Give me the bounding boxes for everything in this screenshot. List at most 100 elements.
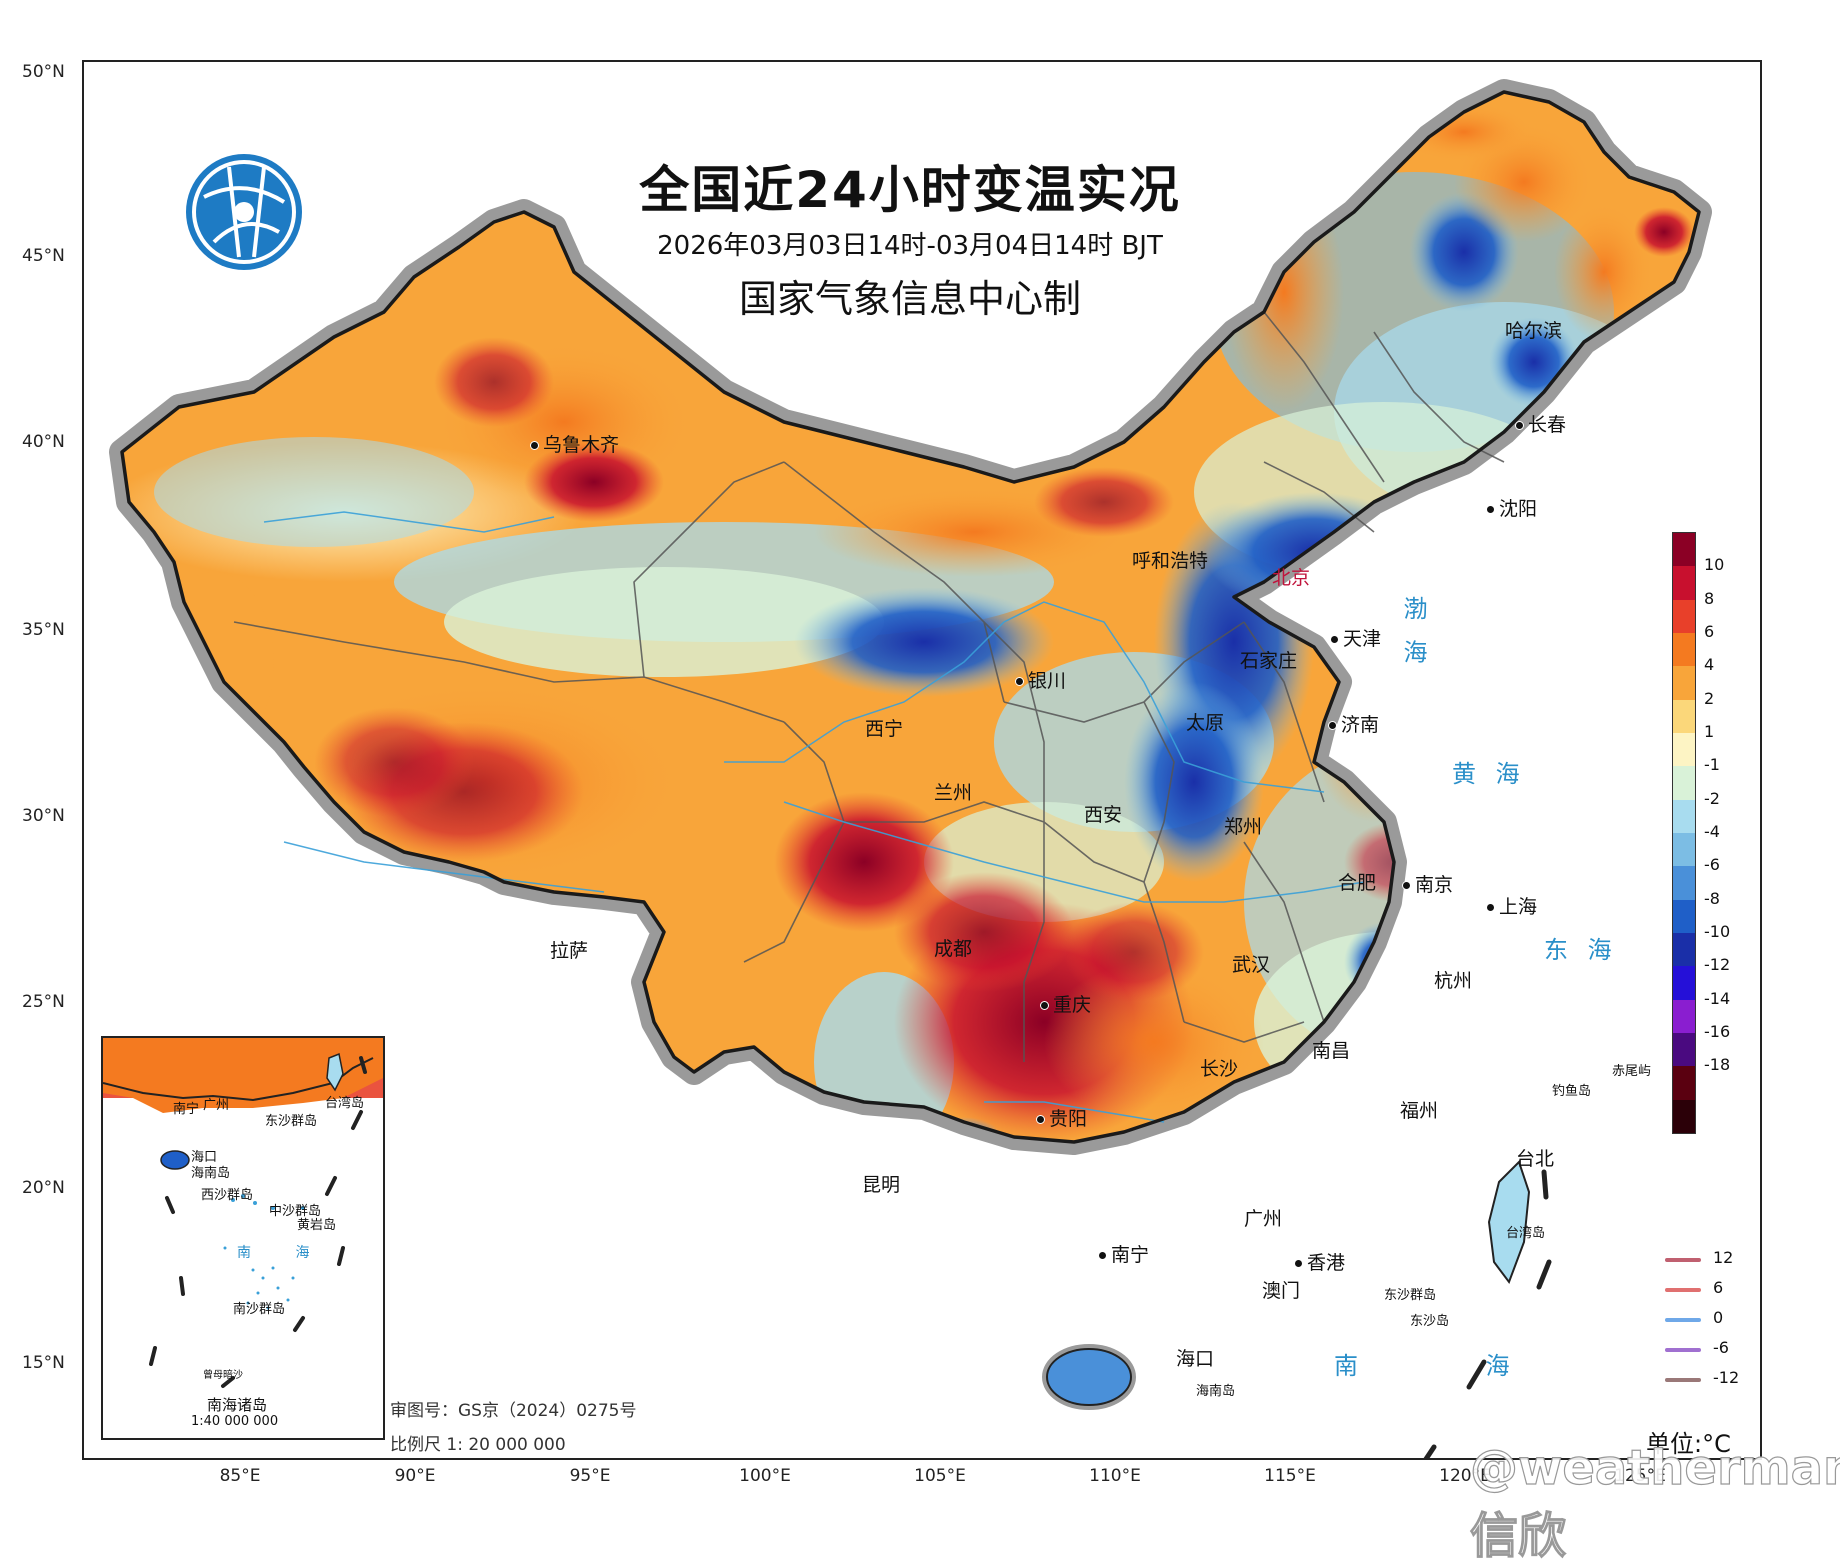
inset-label-hainan: 海南岛 xyxy=(191,1166,231,1181)
city-nanjing: 南京 xyxy=(1402,870,1453,897)
taiwan-island xyxy=(1487,1160,1531,1285)
colorbar-segment xyxy=(1673,999,1695,1033)
city-guiyang: 贵阳 xyxy=(1036,1104,1087,1131)
contour-legend-label: -6 xyxy=(1713,1338,1729,1357)
map-issuer: 国家气象信息中心制 xyxy=(738,277,1081,321)
province-boundaries xyxy=(233,311,1505,1062)
colorbar-label: -4 xyxy=(1704,822,1720,841)
inset-label-nansha: 南沙群岛 xyxy=(233,1302,286,1317)
colorbar-label: -14 xyxy=(1704,988,1731,1008)
sea-nanhai: 南 海 xyxy=(1334,1352,1570,1380)
temperature-change-map xyxy=(109,79,1712,1458)
lon-label-90: 90°E xyxy=(394,1466,436,1486)
south-china-sea-inset: 南宁 广州 海口 海南岛 东沙群岛 台湾岛 西沙群岛 中沙群岛 黄岩岛 南 海 … xyxy=(101,1036,385,1440)
approval-number: 审图号：GS京（2024）0275号 xyxy=(390,1401,637,1421)
city-hongkong: 香港 xyxy=(1294,1248,1345,1275)
colorbar-segment xyxy=(1673,899,1695,933)
label-dongsha-island: 东沙岛 xyxy=(1410,1314,1450,1329)
city-wuhan: 武汉 xyxy=(1232,954,1271,976)
inset-label-nanning: 南宁 xyxy=(173,1102,200,1117)
lon-label-120: 120°E xyxy=(1439,1466,1491,1486)
contour-legend-line xyxy=(1665,1258,1701,1262)
sea-huanghai: 黄 海 xyxy=(1452,760,1526,788)
city-changsha: 长沙 xyxy=(1200,1058,1239,1080)
lon-label-115: 115°E xyxy=(1264,1466,1316,1486)
colorbar-segment xyxy=(1673,799,1695,833)
map-frame xyxy=(82,60,1762,1460)
lat-label-50: 50°N xyxy=(22,62,65,82)
unit-label: 单位:°C xyxy=(1646,1430,1731,1458)
inset-label-huangyan: 黄岩岛 xyxy=(297,1218,337,1233)
inset-scale: 1:40 000 000 xyxy=(191,1414,279,1429)
city-tianjin: 天津 xyxy=(1330,624,1381,651)
colorbar-segment xyxy=(1673,599,1695,633)
lon-label-85: 85°E xyxy=(219,1466,261,1486)
lat-label-40: 40°N xyxy=(22,432,65,452)
colorbar-label: 10 xyxy=(1704,555,1725,575)
city-macau: 澳门 xyxy=(1262,1280,1301,1302)
national-border xyxy=(120,90,1701,1144)
contour-legend-line xyxy=(1665,1348,1701,1352)
city-shenyang: 沈阳 xyxy=(1486,494,1537,521)
city-yinchuan: 银川 xyxy=(1015,666,1066,693)
watermark: @weatherman_信欣 xyxy=(1469,1439,1840,1564)
lat-label-35: 35°N xyxy=(22,620,65,640)
lon-label-125: 125°E xyxy=(1614,1466,1666,1486)
lon-label-95: 95°E xyxy=(569,1466,611,1486)
inset-title: 南海诸岛 xyxy=(207,1396,268,1414)
colorbar-label: -18 xyxy=(1704,1055,1731,1075)
city-jinan: 济南 xyxy=(1328,710,1379,737)
label-taiwan: 台湾岛 xyxy=(1506,1226,1546,1241)
inset-label-zhongsha: 中沙群岛 xyxy=(269,1204,322,1219)
city-lhasa: 拉萨 xyxy=(550,940,589,962)
city-chongqing: 重庆 xyxy=(1040,990,1091,1017)
rivers xyxy=(263,511,1365,1123)
city-shanghai: 上海 xyxy=(1486,892,1537,919)
colorbar-label: -1 xyxy=(1704,755,1720,775)
city-hohhot: 呼和浩特 xyxy=(1132,550,1209,572)
colorbar-label: -6 xyxy=(1704,855,1720,875)
city-urumqi: 乌鲁木齐 xyxy=(530,430,619,457)
lon-label-110: 110°E xyxy=(1089,1466,1141,1486)
maritime-boundary xyxy=(1423,1169,1552,1458)
contour-legend-label: 0 xyxy=(1713,1308,1724,1327)
contour-legend-line xyxy=(1665,1318,1701,1322)
city-nanchang: 南昌 xyxy=(1312,1040,1351,1062)
city-xian: 西安 xyxy=(1084,804,1123,826)
inset-label-zengmu: 曾母暗沙 xyxy=(203,1370,243,1381)
lat-label-15: 15°N xyxy=(22,1353,65,1373)
colorbar-segment xyxy=(1673,732,1695,767)
inset-label-haikou: 海口 xyxy=(191,1150,218,1165)
colorbar-segment xyxy=(1673,932,1695,967)
colorbar-segment xyxy=(1673,666,1695,700)
map-title: 全国近24小时变温实况 xyxy=(639,161,1181,219)
inset-label-taiwan: 台湾岛 xyxy=(325,1096,365,1111)
colorbar xyxy=(1672,532,1696,1134)
lat-label-25: 25°N xyxy=(22,992,65,1012)
colorbar-segment xyxy=(1673,699,1695,733)
colorbar-label: 1 xyxy=(1704,722,1715,741)
contour-legend-label: 6 xyxy=(1713,1278,1724,1297)
contour-legend-line xyxy=(1665,1288,1701,1292)
colorbar-label: 2 xyxy=(1704,688,1715,708)
city-guangzhou: 广州 xyxy=(1244,1208,1283,1230)
inset-label-sea: 南 海 xyxy=(237,1245,330,1261)
sea-donghai: 东 海 xyxy=(1544,936,1618,964)
city-zhengzhou: 郑州 xyxy=(1224,816,1263,838)
map-scale: 比例尺 1: 20 000 000 xyxy=(390,1435,566,1455)
inset-map xyxy=(103,1038,383,1388)
inset-label-dongsha: 东沙群岛 xyxy=(265,1114,318,1129)
colorbar-segment xyxy=(1673,1099,1695,1133)
city-xining: 西宁 xyxy=(865,718,904,740)
contour-legend-label: -12 xyxy=(1713,1368,1740,1387)
label-chiwei: 赤尾屿 xyxy=(1612,1064,1652,1079)
sea-bohai: 渤 海 xyxy=(1399,596,1427,670)
city-beijing: 北京 xyxy=(1272,567,1311,589)
city-taipei: 台北 xyxy=(1516,1148,1555,1170)
colorbar-segment xyxy=(1673,832,1695,867)
city-haikou: 海口 xyxy=(1176,1348,1215,1370)
city-hangzhou: 杭州 xyxy=(1434,970,1473,992)
inset-label-xisha: 西沙群岛 xyxy=(201,1188,254,1203)
city-lanzhou: 兰州 xyxy=(934,782,973,804)
city-hefei: 合肥 xyxy=(1338,872,1377,894)
